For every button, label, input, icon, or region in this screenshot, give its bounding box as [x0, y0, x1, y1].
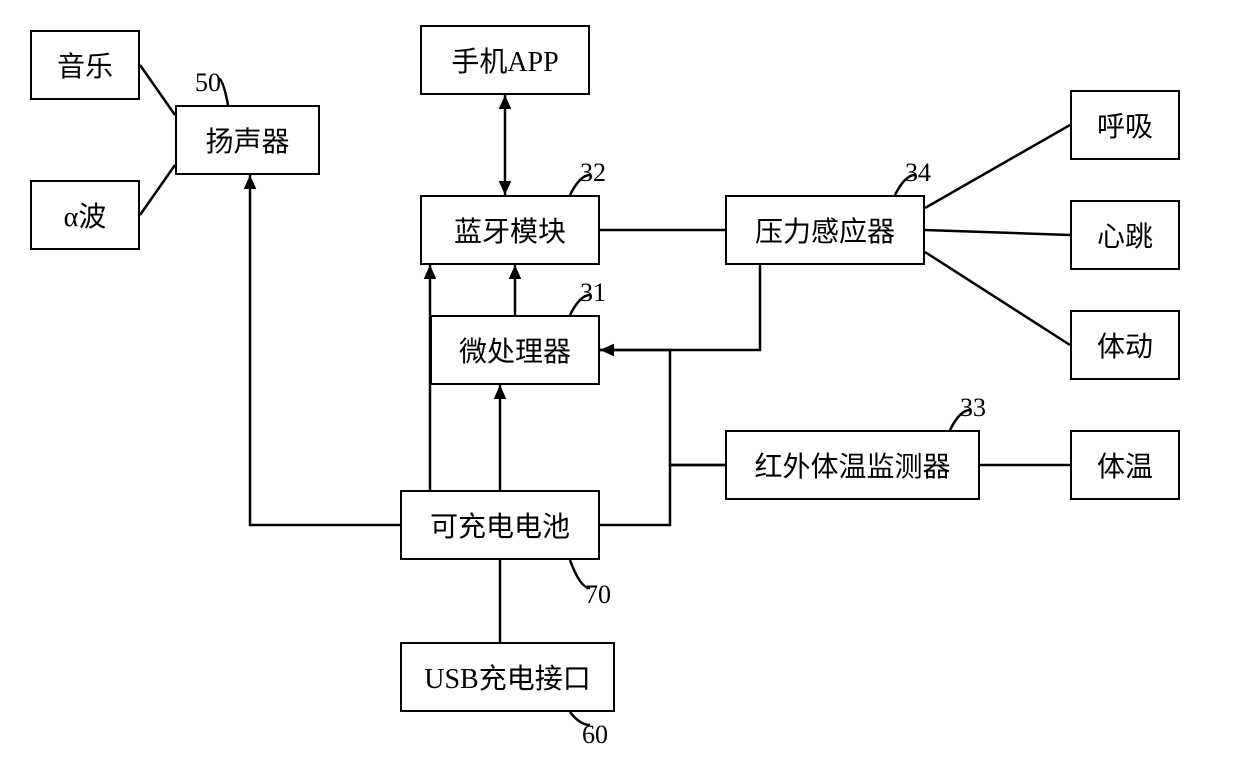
ref-press: 34 [905, 158, 931, 188]
node-temp: 体温 [1070, 430, 1180, 500]
node-breath: 呼吸 [1070, 90, 1180, 160]
ref-ir: 33 [960, 393, 986, 423]
node-app: 手机APP [420, 25, 590, 95]
ref-speaker: 50 [195, 68, 221, 98]
node-batt: 可充电电池 [400, 490, 600, 560]
node-heart-label: 心跳 [1097, 215, 1153, 255]
node-mcu-label: 微处理器 [459, 330, 571, 370]
node-app-label: 手机APP [451, 40, 558, 80]
node-press-label: 压力感应器 [755, 210, 895, 250]
node-alpha: α波 [30, 180, 140, 250]
node-speaker-label: 扬声器 [205, 120, 289, 160]
node-move: 体动 [1070, 310, 1180, 380]
node-breath-label: 呼吸 [1097, 105, 1153, 145]
ref-mcu: 31 [580, 278, 606, 308]
ref-batt: 70 [585, 580, 611, 610]
diagram-canvas: { "nodes": { "music": { "label": "音乐", "… [0, 0, 1240, 774]
node-alpha-label: α波 [64, 195, 107, 235]
node-music-label: 音乐 [57, 45, 113, 85]
node-usb: USB充电接口 [400, 642, 615, 712]
node-usb-label: USB充电接口 [424, 657, 590, 697]
node-speaker: 扬声器 [175, 105, 320, 175]
node-ir: 红外体温监测器 [725, 430, 980, 500]
node-bt: 蓝牙模块 [420, 195, 600, 265]
ref-bt: 32 [580, 158, 606, 188]
node-bt-label: 蓝牙模块 [454, 210, 566, 250]
ref-usb: 60 [582, 720, 608, 750]
node-mcu: 微处理器 [430, 315, 600, 385]
node-move-label: 体动 [1097, 325, 1153, 365]
node-press: 压力感应器 [725, 195, 925, 265]
node-ir-label: 红外体温监测器 [754, 445, 950, 485]
node-heart: 心跳 [1070, 200, 1180, 270]
node-batt-label: 可充电电池 [430, 505, 570, 545]
node-temp-label: 体温 [1097, 445, 1153, 485]
node-music: 音乐 [30, 30, 140, 100]
